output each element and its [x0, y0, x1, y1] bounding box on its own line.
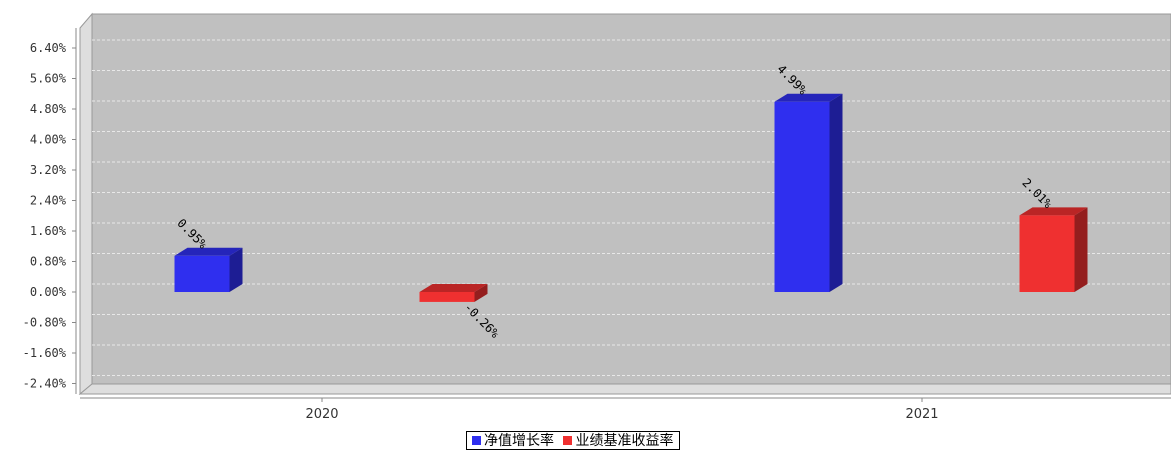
legend-swatch-2 — [563, 436, 573, 445]
plot-background — [91, 13, 1171, 385]
y-tick-label: 4.80% — [30, 102, 67, 116]
floor — [78, 383, 1171, 395]
y-tick-label: 5.60% — [30, 72, 67, 86]
legend-label-2: 业绩基准收益率 — [575, 433, 674, 449]
bar-业绩基准收益率-2020 — [419, 284, 488, 302]
bar-front — [419, 292, 475, 302]
left-wall — [79, 12, 93, 396]
bar-side — [229, 247, 243, 292]
bar-side — [829, 93, 843, 292]
bar-top — [174, 247, 243, 256]
legend-label-1: 净值增长率 — [484, 433, 554, 449]
bar-front — [174, 255, 230, 292]
y-tick-label: -2.40% — [23, 377, 67, 391]
y-tick-label: 3.20% — [30, 163, 67, 177]
legend-item-series-2: 业绩基准收益率 — [561, 432, 673, 451]
y-tick-label: -1.60% — [23, 346, 67, 360]
y-tick-label: 0.80% — [30, 255, 67, 269]
y-tick-label: 4.00% — [30, 133, 67, 147]
legend-item-series-1: 净值增长率 — [470, 432, 554, 451]
x-category-label: 2020 — [305, 407, 338, 422]
bar-side — [1074, 207, 1088, 292]
y-tick-label: 0.00% — [30, 285, 67, 299]
bar-净值增长率-2021 — [774, 93, 843, 292]
y-tick-label: 1.60% — [30, 224, 67, 238]
bar-净值增长率-2020 — [174, 247, 243, 292]
bar-top — [419, 284, 488, 292]
bar-业绩基准收益率-2021 — [1019, 207, 1088, 292]
bar-front — [774, 101, 830, 292]
y-tick-label: 6.40% — [30, 41, 67, 55]
x-category-label: 2021 — [905, 407, 938, 422]
legend: 净值增长率 业绩基准收益率 — [466, 431, 681, 451]
bar-side — [474, 284, 488, 302]
y-tick-label: 2.40% — [30, 194, 67, 208]
bar-top — [774, 93, 843, 102]
y-tick-label: -0.80% — [23, 316, 67, 330]
legend-swatch-1 — [472, 436, 481, 445]
bar-top — [1019, 207, 1088, 216]
bar-front — [1019, 215, 1075, 292]
